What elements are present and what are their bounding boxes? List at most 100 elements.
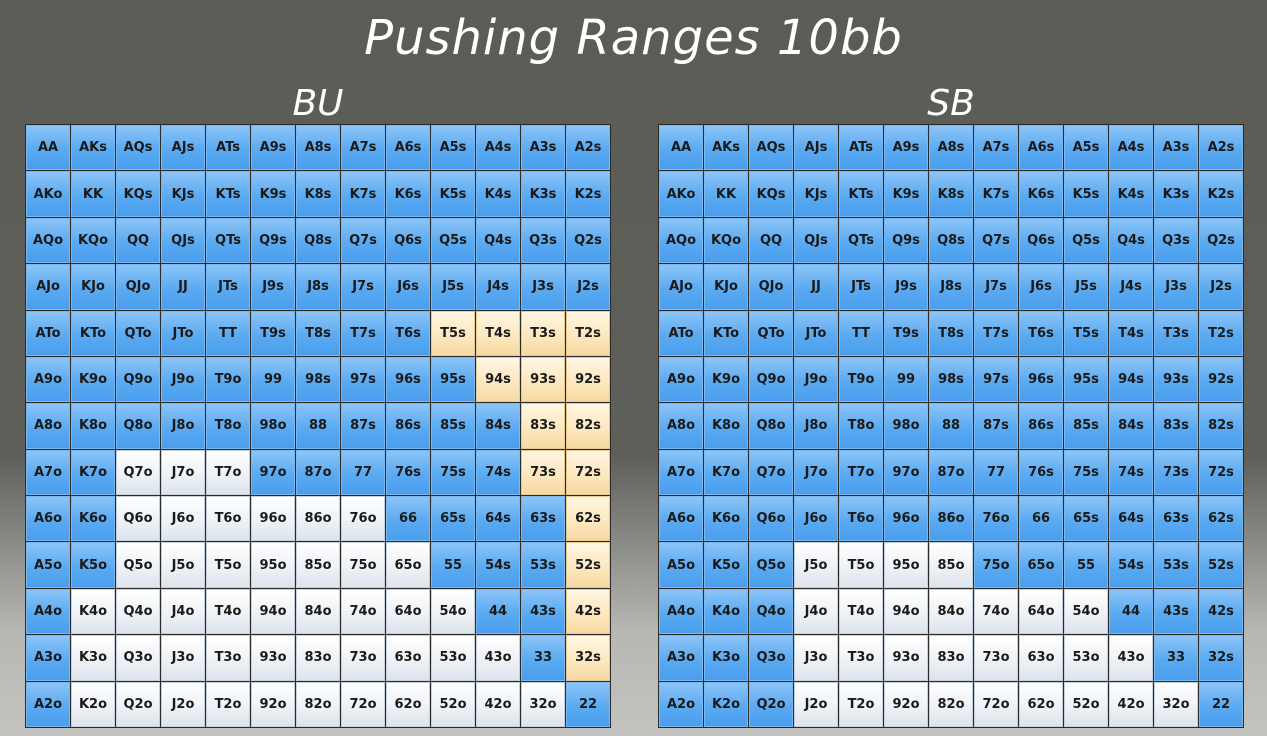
hand-cell-push[interactable]: J3s <box>1154 264 1198 310</box>
hand-cell-push[interactable]: 54s <box>476 542 520 588</box>
hand-cell-fold[interactable]: 95o <box>251 542 295 588</box>
hand-cell-push[interactable]: A8o <box>26 403 70 449</box>
hand-cell-borderline[interactable]: 73s <box>521 449 565 496</box>
hand-cell-push[interactable]: Q3o <box>749 635 793 681</box>
hand-cell-push[interactable]: 53s <box>521 542 565 588</box>
hand-cell-push[interactable]: KTs <box>206 171 250 217</box>
hand-cell-fold[interactable]: 86o <box>296 496 340 542</box>
hand-cell-fold[interactable]: 72o <box>974 681 1018 727</box>
hand-cell-fold[interactable]: T5o <box>839 542 883 588</box>
hand-cell-push[interactable]: JTo <box>161 310 205 356</box>
hand-cell-push[interactable]: K7s <box>974 171 1018 217</box>
hand-cell-push[interactable]: AQo <box>26 217 70 264</box>
hand-cell-push[interactable]: T4s <box>1109 310 1153 356</box>
hand-cell-push[interactable]: A4o <box>659 588 703 635</box>
hand-cell-push[interactable]: KJo <box>704 264 748 310</box>
hand-cell-push[interactable]: Q6s <box>386 217 430 264</box>
hand-cell-fold[interactable]: K3o <box>71 635 115 681</box>
hand-cell-fold[interactable]: T2o <box>206 681 250 727</box>
hand-cell-push[interactable]: 44 <box>476 588 520 635</box>
hand-cell-borderline[interactable]: 82s <box>566 403 610 449</box>
hand-cell-push[interactable]: Q7o <box>749 449 793 496</box>
hand-cell-push[interactable]: ATo <box>659 310 703 356</box>
hand-cell-fold[interactable]: 32o <box>521 681 565 727</box>
hand-cell-push[interactable]: QTs <box>839 217 883 264</box>
hand-cell-push[interactable]: A8s <box>929 125 973 171</box>
hand-cell-push[interactable]: 85s <box>1064 403 1108 449</box>
hand-cell-borderline[interactable]: T4s <box>476 310 520 356</box>
hand-cell-push[interactable]: J8o <box>161 403 205 449</box>
hand-cell-push[interactable]: 42s <box>1199 588 1243 635</box>
hand-cell-push[interactable]: K3s <box>1154 171 1198 217</box>
hand-cell-push[interactable]: A7s <box>341 125 385 171</box>
hand-cell-push[interactable]: K4o <box>704 588 748 635</box>
hand-cell-borderline[interactable]: 83s <box>521 403 565 449</box>
hand-cell-push[interactable]: J7o <box>794 449 838 496</box>
hand-cell-push[interactable]: T9s <box>884 310 928 356</box>
hand-cell-fold[interactable]: J5o <box>161 542 205 588</box>
hand-cell-push[interactable]: 76s <box>386 449 430 496</box>
hand-cell-fold[interactable]: 53o <box>1064 635 1108 681</box>
hand-cell-push[interactable]: 63s <box>521 496 565 542</box>
hand-cell-fold[interactable]: 85o <box>296 542 340 588</box>
hand-cell-push[interactable]: 86s <box>1019 403 1063 449</box>
hand-cell-push[interactable]: A2o <box>26 681 70 727</box>
hand-cell-push[interactable]: K8s <box>296 171 340 217</box>
hand-cell-push[interactable]: K9s <box>884 171 928 217</box>
hand-cell-fold[interactable]: J4o <box>794 588 838 635</box>
hand-cell-push[interactable]: Q9o <box>749 356 793 403</box>
hand-cell-push[interactable]: T8o <box>839 403 883 449</box>
hand-cell-push[interactable]: Q8s <box>296 217 340 264</box>
hand-cell-fold[interactable]: 73o <box>974 635 1018 681</box>
hand-cell-push[interactable]: A5o <box>659 542 703 588</box>
hand-cell-push[interactable]: 82s <box>1199 403 1243 449</box>
hand-cell-push[interactable]: 97o <box>251 449 295 496</box>
hand-cell-push[interactable]: J7s <box>341 264 385 310</box>
hand-cell-fold[interactable]: Q7o <box>116 449 160 496</box>
hand-cell-push[interactable]: Q8o <box>116 403 160 449</box>
hand-cell-fold[interactable]: 63o <box>386 635 430 681</box>
hand-cell-push[interactable]: 64s <box>476 496 520 542</box>
hand-cell-push[interactable]: 87s <box>341 403 385 449</box>
hand-cell-fold[interactable]: 84o <box>929 588 973 635</box>
hand-cell-push[interactable]: QJs <box>161 217 205 264</box>
hand-cell-push[interactable]: K5o <box>704 542 748 588</box>
hand-cell-push[interactable]: K3s <box>521 171 565 217</box>
hand-cell-push[interactable]: K2s <box>1199 171 1243 217</box>
hand-cell-push[interactable]: KQo <box>71 217 115 264</box>
hand-cell-push[interactable]: K8o <box>71 403 115 449</box>
hand-cell-fold[interactable]: T4o <box>839 588 883 635</box>
hand-cell-push[interactable]: AQs <box>749 125 793 171</box>
hand-cell-push[interactable]: 33 <box>521 635 565 681</box>
hand-cell-push[interactable]: K7o <box>71 449 115 496</box>
hand-cell-fold[interactable]: 42o <box>476 681 520 727</box>
hand-cell-fold[interactable]: 76o <box>341 496 385 542</box>
hand-cell-push[interactable]: KQs <box>749 171 793 217</box>
hand-cell-fold[interactable]: T7o <box>206 449 250 496</box>
hand-cell-push[interactable]: 97s <box>974 356 1018 403</box>
hand-cell-fold[interactable]: 93o <box>884 635 928 681</box>
hand-cell-fold[interactable]: Q3o <box>116 635 160 681</box>
hand-cell-push[interactable]: A6o <box>659 496 703 542</box>
hand-cell-push[interactable]: T9s <box>251 310 295 356</box>
hand-cell-push[interactable]: A3s <box>521 125 565 171</box>
hand-cell-push[interactable]: Q3s <box>521 217 565 264</box>
hand-cell-push[interactable]: T8s <box>296 310 340 356</box>
hand-cell-push[interactable]: K5s <box>431 171 475 217</box>
hand-cell-push[interactable]: A2s <box>1199 125 1243 171</box>
hand-cell-push[interactable]: JJ <box>161 264 205 310</box>
hand-cell-push[interactable]: KTo <box>71 310 115 356</box>
hand-cell-fold[interactable]: J3o <box>794 635 838 681</box>
hand-cell-push[interactable]: QJs <box>794 217 838 264</box>
hand-cell-fold[interactable]: 62o <box>1019 681 1063 727</box>
hand-cell-push[interactable]: KQo <box>704 217 748 264</box>
hand-cell-fold[interactable]: 93o <box>251 635 295 681</box>
hand-cell-push[interactable]: 84s <box>1109 403 1153 449</box>
hand-cell-push[interactable]: T6s <box>386 310 430 356</box>
hand-cell-push[interactable]: A8s <box>296 125 340 171</box>
hand-cell-push[interactable]: QTo <box>116 310 160 356</box>
hand-cell-push[interactable]: 86o <box>929 496 973 542</box>
hand-cell-fold[interactable]: Q4o <box>116 588 160 635</box>
hand-cell-fold[interactable]: 64o <box>1019 588 1063 635</box>
hand-cell-push[interactable]: QQ <box>749 217 793 264</box>
